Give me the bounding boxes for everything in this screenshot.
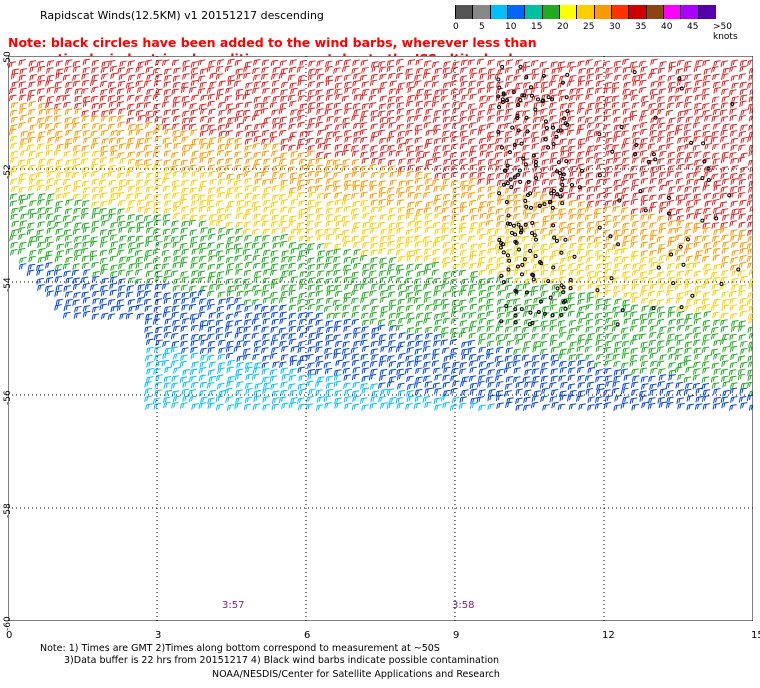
legend-swatch [541, 5, 560, 19]
x-axis-label: 0 [6, 630, 13, 641]
legend-swatch [680, 5, 699, 19]
y-axis-label: -58 [3, 503, 13, 518]
legend-swatch [645, 5, 664, 19]
contamination-circles [496, 64, 741, 327]
map-title: Rapidscat Winds(12.5KM) v1 20151217 desc… [40, 9, 324, 22]
y-axis-label: -56 [3, 390, 13, 405]
legend-label: 0 [453, 22, 459, 32]
legend-swatch [507, 5, 525, 19]
x-axis-label: 12 [602, 630, 615, 641]
legend-swatch [559, 5, 577, 19]
legend-label: 45 [687, 22, 699, 32]
legend-swatch [593, 5, 612, 19]
x-axis-label: 9 [453, 630, 460, 641]
legend-label: 40 [661, 22, 673, 32]
legend-swatch [524, 5, 543, 19]
x-axis-label: 15 [751, 630, 760, 641]
wind-barb-map [8, 56, 753, 621]
x-axis-label: 3 [155, 630, 162, 641]
y-axis-label: -50 [3, 51, 13, 66]
y-axis-label: -60 [3, 616, 13, 631]
y-axis-label: -54 [3, 277, 13, 292]
legend-label: 5 [479, 22, 485, 32]
legend-swatch [611, 5, 629, 19]
note-line-1: Note: black circles have been added to t… [8, 35, 537, 50]
legend-label: 30 [609, 22, 621, 32]
legend-swatch [576, 5, 595, 19]
footer-credit: NOAA/NESDIS/Center for Satellite Applica… [212, 669, 500, 680]
legend-swatch [663, 5, 681, 19]
x-axis-label: 6 [304, 630, 311, 641]
time-label-1: 3:57 [222, 600, 245, 611]
legend-label: 20 [557, 22, 569, 32]
legend-label: >50 knots [713, 22, 738, 42]
grid-lines [8, 56, 753, 621]
time-label-2: 3:58 [452, 600, 475, 611]
footer-note-1: Note: 1) Times are GMT 2)Times along bot… [40, 643, 440, 654]
legend-label: 25 [583, 22, 595, 32]
y-axis-label: -52 [3, 164, 13, 179]
legend-swatch [697, 5, 716, 19]
legend-label: 35 [635, 22, 647, 32]
legend-swatch [489, 5, 508, 19]
legend-swatch [455, 5, 473, 19]
legend-label: 15 [531, 22, 543, 32]
legend-swatch [628, 5, 647, 19]
legend-label: 10 [505, 22, 517, 32]
legend-swatch [472, 5, 491, 19]
wind-barbs [8, 58, 753, 412]
footer-note-2: 3)Data buffer is 22 hrs from 20151217 4)… [64, 655, 500, 666]
